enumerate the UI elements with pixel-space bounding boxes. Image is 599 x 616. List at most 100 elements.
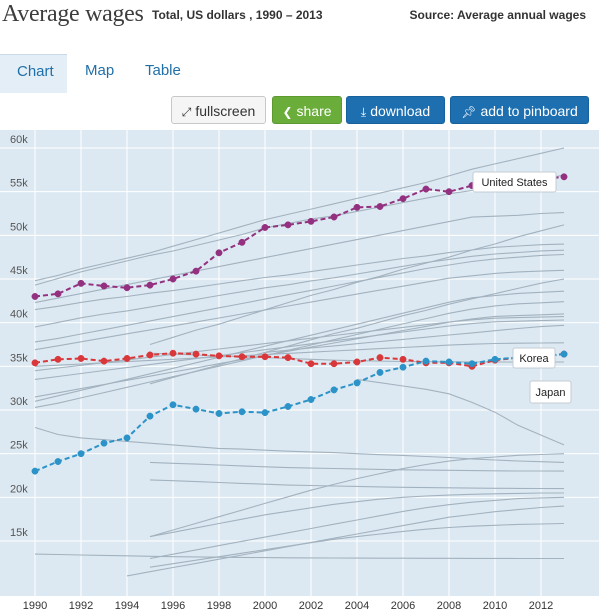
tab-table[interactable]: Table (145, 54, 181, 92)
background-series-line (34, 426, 565, 463)
data-point[interactable] (353, 203, 361, 211)
tab-map[interactable]: Map (85, 54, 114, 92)
data-point[interactable] (215, 410, 223, 417)
data-point[interactable] (353, 358, 361, 366)
data-point[interactable] (284, 403, 292, 410)
data-point[interactable] (146, 281, 154, 289)
background-series-line (149, 278, 565, 385)
background-series-line (34, 342, 565, 367)
data-point[interactable] (307, 217, 315, 225)
data-point[interactable] (100, 282, 108, 290)
x-tick-label: 2008 (437, 600, 461, 611)
data-point[interactable] (422, 185, 430, 193)
x-tick-label: 1996 (161, 600, 185, 611)
data-point[interactable] (307, 396, 315, 403)
series-line (34, 353, 565, 473)
data-point[interactable] (54, 355, 62, 363)
tab-table-label: Table (145, 62, 181, 79)
series-labels: United States Korea Japan (472, 171, 572, 404)
data-point[interactable] (376, 354, 384, 362)
series-label-text: United States (481, 177, 548, 189)
data-point[interactable] (215, 249, 223, 257)
data-point[interactable] (31, 293, 39, 300)
data-point[interactable] (560, 350, 568, 358)
data-point[interactable] (330, 360, 338, 368)
data-point[interactable] (353, 379, 361, 387)
data-point[interactable] (468, 360, 476, 368)
tab-map-label: Map (85, 62, 115, 79)
source-label: Source: Average annual wages (409, 8, 586, 22)
background-series-line (34, 243, 565, 311)
data-point[interactable] (376, 368, 384, 376)
share-button[interactable]: ❮ share (272, 96, 342, 124)
series-label-united-states: United States (472, 171, 557, 193)
data-point[interactable] (445, 358, 453, 366)
data-point[interactable] (215, 352, 223, 360)
chart-header: Average wages Total, US dollars , 1990 –… (0, 0, 599, 30)
data-point[interactable] (307, 360, 315, 368)
series-label-box (512, 347, 556, 369)
data-point[interactable] (100, 439, 108, 447)
data-point[interactable] (77, 355, 85, 362)
tab-chart[interactable]: Chart (0, 54, 67, 93)
series-japan[interactable] (31, 350, 568, 475)
data-point[interactable] (169, 349, 177, 357)
background-series-line (149, 522, 565, 568)
data-point[interactable] (54, 290, 62, 298)
data-point[interactable] (445, 188, 453, 196)
data-point[interactable] (238, 408, 246, 416)
data-point[interactable] (169, 401, 177, 409)
data-point[interactable] (192, 267, 200, 275)
fullscreen-button[interactable]: ⤢ fullscreen (171, 96, 266, 124)
data-point[interactable] (261, 353, 269, 361)
series-label-box (472, 171, 557, 193)
y-tick-label: 25k (10, 440, 28, 452)
download-icon: ⤓ (360, 105, 367, 119)
data-point[interactable] (54, 458, 62, 465)
data-point[interactable] (261, 224, 269, 231)
data-point[interactable] (422, 357, 430, 365)
data-point[interactable] (330, 213, 338, 221)
add-to-pinboard-button[interactable]: 📌︎ add to pinboard (450, 96, 589, 124)
data-point[interactable] (399, 363, 407, 371)
download-button[interactable]: ⤓ download (346, 96, 445, 124)
data-point[interactable] (192, 350, 200, 358)
tab-chart-label: Chart (17, 63, 54, 80)
fullscreen-icon: ⤢ (181, 105, 192, 119)
data-point[interactable] (169, 275, 177, 283)
x-tick-label: 1998 (207, 600, 231, 611)
data-point[interactable] (146, 351, 154, 359)
data-point[interactable] (123, 284, 131, 292)
data-point[interactable] (284, 221, 292, 229)
data-point[interactable] (123, 434, 131, 442)
data-point[interactable] (261, 409, 269, 417)
pinboard-label: add to pinboard (480, 103, 578, 119)
data-point[interactable] (238, 238, 246, 246)
data-point[interactable] (100, 357, 108, 365)
data-point[interactable] (330, 386, 338, 394)
data-point[interactable] (399, 355, 407, 363)
data-point[interactable] (491, 355, 499, 363)
data-point[interactable] (192, 405, 200, 413)
series-label-text: Korea (519, 353, 549, 365)
data-point[interactable] (560, 173, 568, 181)
x-tick-label: 2010 (483, 600, 507, 611)
x-tick-label: 1994 (115, 600, 139, 611)
data-point[interactable] (284, 354, 292, 362)
data-point[interactable] (123, 355, 131, 362)
data-point[interactable] (399, 195, 407, 203)
data-point[interactable] (146, 412, 154, 420)
data-point[interactable] (238, 353, 246, 361)
data-point[interactable] (31, 467, 39, 475)
y-tick-label: 20k (10, 483, 28, 495)
data-point[interactable] (77, 279, 85, 287)
view-tabs: Chart Map Table (0, 54, 599, 93)
chart-toolbar: ⤢ fullscreen ❮ share ⤓ download 📌︎ add to pi… (171, 96, 589, 126)
background-series-line (34, 147, 565, 282)
data-point[interactable] (376, 203, 384, 210)
background-series-line (149, 479, 565, 490)
background-series-line (34, 319, 565, 380)
data-point[interactable] (77, 450, 85, 458)
data-point[interactable] (31, 359, 39, 367)
background-series-line (34, 253, 565, 343)
